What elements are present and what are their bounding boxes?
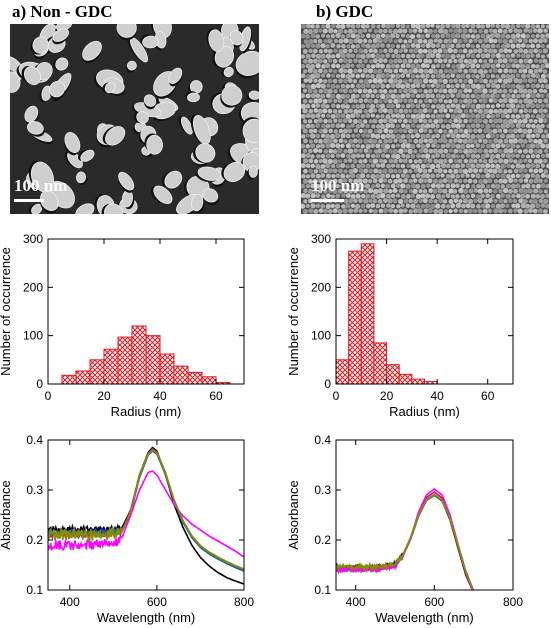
hist-gdc-xtick-label-0: 0 [333, 389, 340, 403]
abs-gdc-series-5 [336, 493, 474, 590]
abs-gdc-series-4 [336, 487, 474, 590]
abs-non-gdc-series-0 [48, 446, 244, 585]
abs-gdc-ytick-label-0: 0.1 [314, 583, 331, 597]
chart-abs-non-gdc: 400 600 800 0.1 0.2 0.3 0.4 Wavelength (nm) Abso… [0, 433, 254, 625]
hist-gdc-xtick-label-2: 40 [430, 389, 444, 403]
abs-gdc-series-3 [336, 494, 474, 590]
hist-gdc-xtick-label-3: 60 [481, 389, 495, 403]
hist-non-gdc-bar-10 [201, 376, 217, 385]
abs-non-gdc-lines [48, 446, 244, 585]
hist-gdc-ytick-label-2: 200 [311, 280, 331, 294]
hist-gdc-bar-2 [360, 243, 375, 385]
hist-non-gdc-ylabel: Number of occurrence [0, 247, 13, 376]
sem-a-scale-bar [14, 199, 44, 202]
sem-b-scale-label: 100 nm [311, 176, 365, 195]
sem-image-non-gdc-canvas [0, 12, 270, 223]
abs-gdc-ytick-label-1: 0.2 [314, 533, 331, 547]
abs-gdc-series-1 [336, 494, 475, 590]
hist-non-gdc-xlabel: Radius (nm) [111, 404, 182, 419]
abs-non-gdc-series-1 [48, 449, 244, 572]
hist-gdc-xtick-label-1: 20 [380, 389, 394, 403]
hist-gdc-ytick-label-3: 300 [311, 232, 331, 246]
hist-non-gdc-xtick-label-0: 0 [45, 389, 52, 403]
hist-non-gdc-bar-5 [131, 325, 147, 385]
abs-non-gdc-ytick-label-2: 0.3 [26, 483, 43, 497]
abs-gdc-xlabel: Wavelength (nm) [375, 610, 474, 625]
abs-non-gdc-ytick-label-1: 0.2 [26, 533, 43, 547]
hist-non-gdc-bar-8 [173, 365, 189, 385]
chart-abs-gdc: 400 600 800 0.1 0.2 0.3 0.4 Wavelength (nm) Abso… [286, 433, 523, 625]
hist-non-gdc-ytick-label-0: 0 [36, 377, 43, 391]
sem-b-scale-bar [311, 199, 344, 202]
hist-non-gdc-bar-4 [117, 336, 133, 385]
hist-gdc-bar-1 [348, 250, 362, 385]
hist-gdc-bar-5 [398, 373, 413, 385]
hist-non-gdc-ytick-label-2: 200 [23, 280, 43, 294]
hist-gdc-xlabel: Radius (nm) [389, 404, 460, 419]
abs-non-gdc-ytick-label-3: 0.4 [26, 433, 43, 447]
hist-non-gdc-bar-7 [159, 353, 175, 385]
hist-gdc-bar-0 [335, 359, 350, 385]
abs-non-gdc-ytick-label-0: 0.1 [26, 583, 43, 597]
hist-non-gdc-bar-0 [61, 374, 77, 385]
abs-gdc-ylabel: Absorbance [286, 480, 301, 549]
abs-gdc-series-2 [336, 490, 474, 590]
sem-image-gdc-canvas [299, 22, 551, 215]
hist-non-gdc-ytick-label-3: 300 [23, 232, 43, 246]
sem-image-non-gdc: 100 nm [0, 12, 270, 223]
hist-non-gdc-xtick-label-3: 60 [209, 389, 223, 403]
hist-gdc-ytick-label-1: 100 [311, 329, 331, 343]
hist-non-gdc-bar-2 [89, 359, 105, 385]
hist-gdc-bar-6 [411, 378, 426, 385]
chart-hist-non-gdc: 0 20 40 60 0 100 200 300 Radius (nm) Number of oc… [0, 232, 245, 419]
sem-a-scale-label: 100 nm [14, 176, 68, 195]
hist-non-gdc-bar-3 [103, 348, 119, 385]
abs-non-gdc-series-4 [48, 470, 244, 558]
hist-gdc-bar-3 [373, 342, 388, 385]
abs-gdc-xtick-label-2: 800 [503, 595, 523, 609]
hist-gdc-ylabel: Number of occurrence [286, 247, 301, 376]
abs-non-gdc-series-2 [48, 447, 244, 571]
hist-non-gdc-bar-9 [187, 371, 203, 385]
abs-non-gdc-frame [47, 439, 245, 591]
abs-gdc-xtick-label-1: 600 [424, 595, 444, 609]
abs-gdc-lines [336, 487, 475, 590]
hist-non-gdc-bar-6 [145, 335, 161, 385]
panel-b-title: b) GDC [316, 2, 374, 21]
abs-gdc-series-0 [336, 494, 474, 590]
abs-gdc-ytick-label-2: 0.3 [314, 483, 331, 497]
abs-non-gdc-xtick-label-2: 800 [234, 595, 254, 609]
abs-non-gdc-xlabel: Wavelength (nm) [97, 610, 196, 625]
panel-a-title: a) Non - GDC [12, 2, 113, 21]
sem-image-gdc: 100 nm [299, 22, 551, 215]
abs-gdc-ytick-label-3: 0.4 [314, 433, 331, 447]
abs-gdc-frame [335, 439, 514, 591]
abs-non-gdc-series-3 [48, 448, 244, 571]
hist-gdc-bar-4 [386, 364, 400, 385]
abs-non-gdc-series-5 [48, 449, 244, 570]
hist-gdc-ytick-label-0: 0 [324, 377, 331, 391]
abs-non-gdc-xtick-label-1: 600 [147, 595, 167, 609]
abs-non-gdc-xtick-label-0: 400 [60, 595, 80, 609]
hist-non-gdc-bar-1 [75, 370, 91, 385]
abs-gdc-xtick-label-0: 400 [346, 595, 366, 609]
chart-hist-gdc: 0 20 40 60 0 100 200 300 Radius (nm) Number of oc… [286, 232, 514, 419]
hist-non-gdc-xtick-label-2: 40 [153, 389, 167, 403]
abs-non-gdc-ylabel: Absorbance [0, 480, 13, 549]
hist-gdc-frame [335, 238, 514, 385]
hist-non-gdc-ytick-label-1: 100 [23, 329, 43, 343]
hist-non-gdc-frame [47, 238, 245, 385]
hist-non-gdc-xtick-label-1: 20 [97, 389, 111, 403]
